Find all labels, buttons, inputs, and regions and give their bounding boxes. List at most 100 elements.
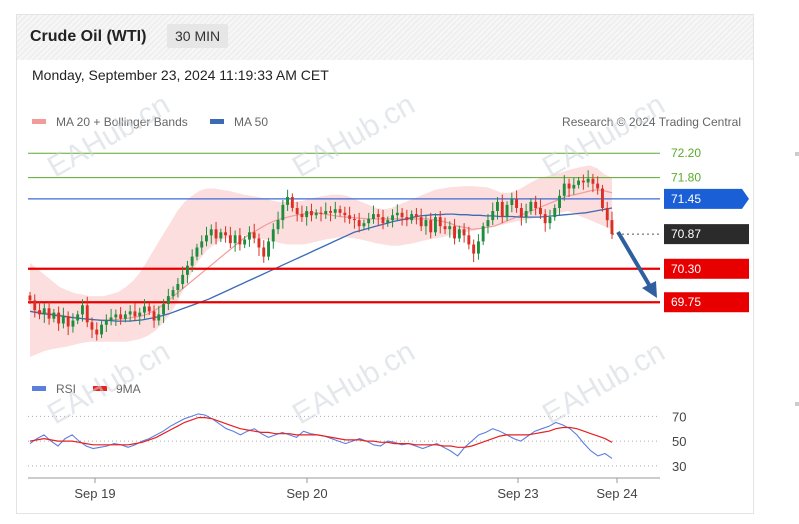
candle-body — [162, 304, 165, 315]
candle-body — [166, 296, 170, 304]
candle — [343, 206, 347, 223]
candle — [233, 230, 237, 252]
candle — [496, 197, 499, 220]
candle-body — [90, 322, 94, 330]
candle — [119, 307, 123, 325]
candle — [219, 228, 223, 243]
candle-body — [500, 201, 504, 218]
candle-body — [400, 212, 404, 218]
level-tag: 69.75 — [664, 292, 749, 313]
bollinger-area — [30, 165, 612, 357]
scroll-marker — [795, 152, 799, 156]
candle-body — [601, 188, 604, 208]
candle — [548, 209, 552, 230]
candle-body — [57, 312, 61, 324]
candle — [477, 234, 480, 260]
bollinger-legend: MA 20 + Bollinger Bands — [56, 115, 188, 129]
candle — [381, 209, 385, 230]
candle — [81, 299, 84, 322]
candle-body — [133, 311, 137, 317]
candle-body — [539, 208, 542, 215]
candle-body — [295, 208, 299, 215]
candle-body — [453, 226, 456, 239]
candle — [143, 299, 146, 319]
candle — [100, 321, 103, 339]
candle-body — [214, 229, 218, 239]
forecast-arrow — [616, 230, 657, 298]
ma50-line — [29, 207, 613, 322]
candle — [438, 211, 442, 234]
candle-body — [343, 212, 347, 216]
x-tick-label: Sep 19 — [74, 486, 115, 501]
candle-body — [333, 209, 337, 213]
candle-body — [248, 232, 251, 240]
candle — [505, 201, 509, 221]
candle-body — [38, 310, 41, 315]
candle — [95, 322, 99, 341]
candle — [491, 202, 495, 225]
candle-body — [324, 211, 328, 214]
candle-body — [434, 217, 437, 233]
candle — [166, 288, 170, 311]
candle-body — [181, 274, 185, 284]
candle-body — [300, 214, 304, 218]
level-tag-bg — [664, 224, 749, 245]
candle-body — [81, 305, 84, 315]
rsi-tick-label: 70 — [672, 409, 686, 424]
candle-body — [467, 235, 471, 245]
candle — [128, 305, 132, 322]
candle — [200, 235, 204, 255]
level-tag: 71.45 — [664, 188, 749, 209]
candle-body — [329, 211, 332, 213]
candle — [539, 199, 542, 219]
candle — [372, 205, 375, 224]
candle — [66, 311, 70, 336]
bollinger-legend-swatch — [32, 119, 46, 124]
candle-body — [548, 217, 552, 224]
candle — [38, 301, 41, 320]
candle-body — [171, 290, 175, 297]
candle — [400, 207, 404, 226]
candle — [486, 214, 490, 234]
candle — [138, 307, 142, 325]
candle — [300, 205, 304, 222]
candle-body — [114, 314, 118, 318]
candle — [314, 209, 318, 219]
candle-body — [224, 232, 227, 236]
candle-body — [47, 308, 51, 319]
ma50-legend-swatch — [210, 119, 224, 124]
candle-body — [319, 212, 323, 214]
candle — [391, 209, 394, 228]
rsi-legend-swatch — [32, 386, 46, 391]
candle — [572, 177, 576, 195]
candle — [586, 170, 590, 188]
candle — [104, 314, 108, 333]
candle-body — [462, 229, 466, 236]
candle — [562, 175, 566, 201]
candle — [57, 306, 61, 331]
instrument-title: Crude Oil (WTI) — [30, 28, 147, 45]
rsi-legend: RSI — [56, 382, 76, 396]
candle-body — [357, 220, 361, 227]
candle — [333, 201, 337, 219]
candle — [290, 193, 294, 212]
watermark-text: EAHub.cn — [537, 88, 670, 184]
candle — [85, 296, 89, 328]
level-tag: 70.30 — [664, 258, 749, 279]
candle-body — [290, 197, 294, 208]
candle-body — [496, 201, 499, 211]
candle-body — [209, 229, 213, 236]
candle-body — [71, 320, 75, 327]
candle — [481, 222, 485, 246]
candle-body — [205, 235, 208, 242]
candle — [76, 310, 80, 325]
candle — [367, 212, 371, 231]
moving-averages — [29, 207, 613, 322]
timeframe-badge[interactable]: 30 MIN — [167, 24, 229, 48]
candle-body — [581, 180, 585, 183]
candle-body — [143, 306, 146, 313]
candle — [205, 226, 208, 247]
candle-body — [157, 314, 161, 321]
candle-body — [505, 204, 509, 218]
